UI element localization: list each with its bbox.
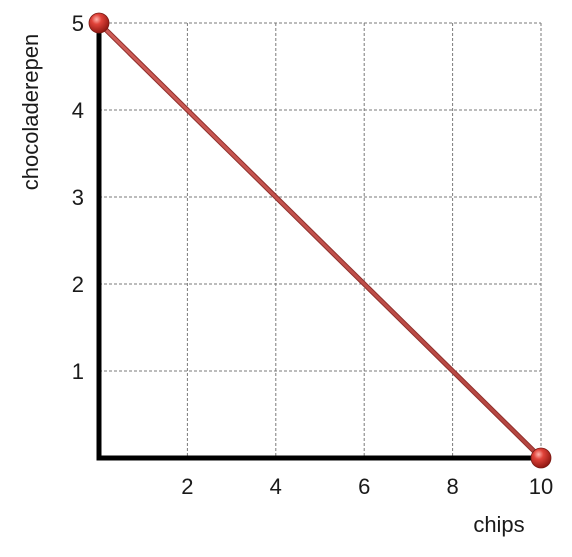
x-tick-label: 10 — [529, 474, 553, 499]
x-axis-title: chips — [473, 512, 524, 537]
x-tick-label: 8 — [446, 474, 458, 499]
x-tick-label: 4 — [270, 474, 282, 499]
y-axis-title: chocoladerepen — [18, 34, 43, 191]
grid — [99, 22, 542, 458]
y-tick-label: 3 — [72, 185, 84, 210]
y-tick-label: 1 — [72, 359, 84, 384]
y-tick-label: 4 — [72, 98, 84, 123]
y-tick-label: 5 — [72, 11, 84, 36]
series-layer — [88, 12, 552, 469]
data-point-marker — [530, 447, 552, 469]
series-line — [97, 21, 543, 460]
data-point-marker — [88, 12, 110, 34]
y-tick-label: 2 — [72, 272, 84, 297]
axes — [96, 20, 544, 461]
x-tick-label: 2 — [181, 474, 193, 499]
x-tick-label: 6 — [358, 474, 370, 499]
